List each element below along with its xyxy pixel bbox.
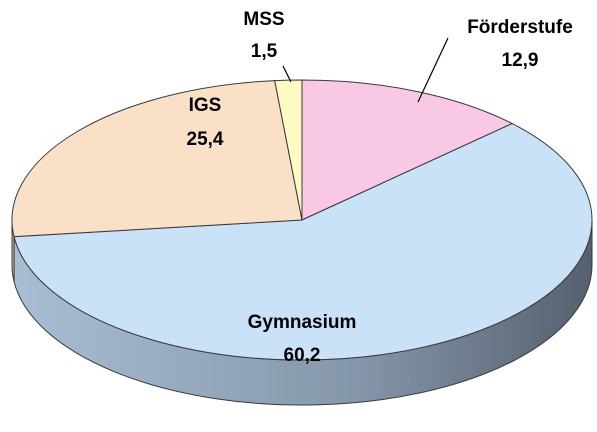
- leader-line: [282, 65, 292, 83]
- slice-value-label: 25,4: [187, 129, 224, 150]
- pie-slice: [274, 79, 303, 221]
- slice-label: MSS: [243, 9, 284, 30]
- slice-value-label: 12,9: [502, 50, 539, 71]
- slice-label: Gymnasium: [248, 312, 357, 333]
- slice-value-label: 60,2: [284, 345, 321, 366]
- slice-label: Förderstufe: [467, 17, 573, 38]
- slice-value-label: 1,5: [251, 41, 278, 62]
- pie-slice: [13, 122, 593, 361]
- pie-slice: [301, 79, 514, 221]
- pie-slice: [11, 80, 303, 238]
- leader-line: [417, 37, 449, 103]
- slice-label: IGS: [189, 95, 222, 116]
